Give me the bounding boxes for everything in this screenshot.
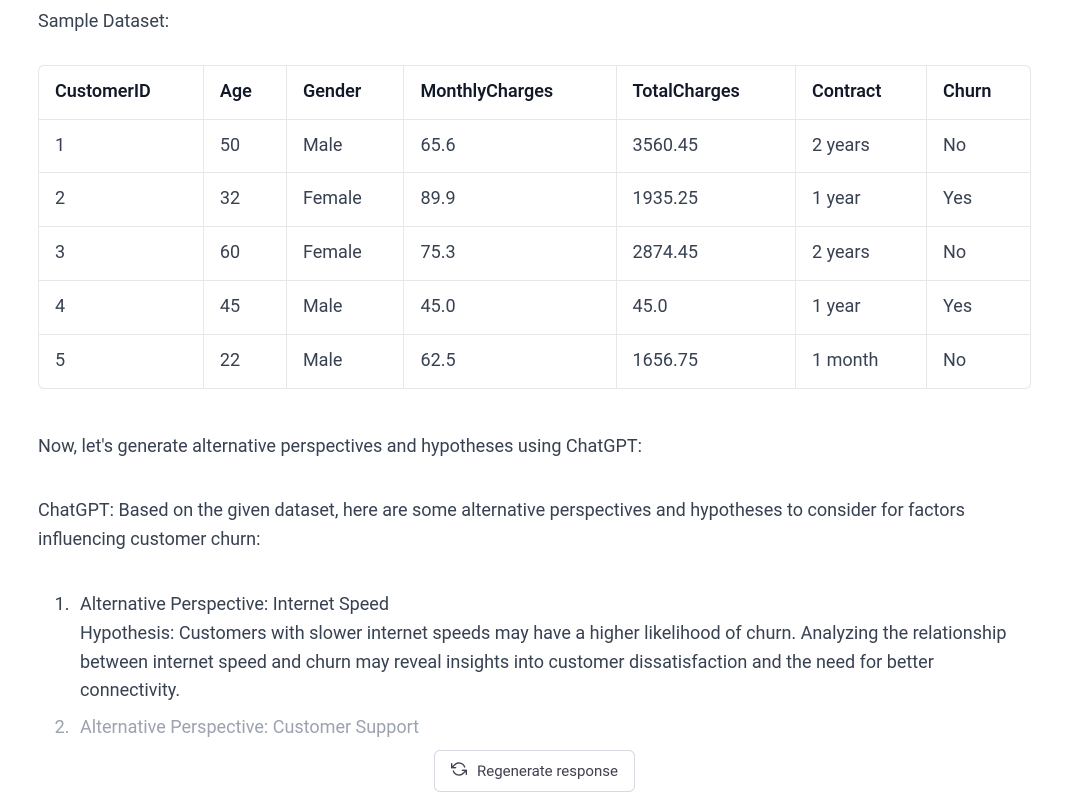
cell: 1 year [796,281,927,335]
cell: Male [287,281,405,335]
cell: 45.0 [617,281,797,335]
cell: 5 [39,335,204,388]
cell: 1656.75 [617,335,797,388]
regenerate-button[interactable]: Regenerate response [434,750,635,792]
perspective-body: Hypothesis: Customers with slower intern… [80,620,1031,706]
chat-message: Sample Dataset: CustomerID Age Gender Mo… [0,0,1069,812]
col-contract: Contract [796,66,927,120]
cell: 32 [204,173,287,227]
list-item: Alternative Perspective: Customer Suppor… [74,714,1031,743]
cell: 50 [204,120,287,174]
cell: No [927,335,1030,388]
cell: No [927,227,1030,281]
cell: 65.6 [404,120,616,174]
cell: Female [287,227,405,281]
list-item: Alternative Perspective: Internet Speed … [74,591,1031,706]
perspectives-list: Alternative Perspective: Internet Speed … [38,591,1031,743]
col-gender: Gender [287,66,405,120]
col-churn: Churn [927,66,1030,120]
perspective-title: Alternative Perspective: Customer Suppor… [80,717,419,738]
table-row: 2 32 Female 89.9 1935.25 1 year Yes [39,173,1030,227]
cell: 3560.45 [617,120,797,174]
cell: 1 month [796,335,927,388]
table-header-row: CustomerID Age Gender MonthlyCharges Tot… [39,66,1030,120]
cell: Female [287,173,405,227]
col-monthlycharges: MonthlyCharges [404,66,616,120]
perspective-title: Alternative Perspective: Internet Speed [80,594,389,615]
cell: 1 year [796,173,927,227]
cell: 45 [204,281,287,335]
regenerate-icon [451,761,467,781]
cell: 2874.45 [617,227,797,281]
sample-dataset-table: CustomerID Age Gender MonthlyCharges Tot… [38,65,1031,389]
col-customerid: CustomerID [39,66,204,120]
cell: 89.9 [404,173,616,227]
cell: No [927,120,1030,174]
cell: 2 years [796,227,927,281]
table-body: 1 50 Male 65.6 3560.45 2 years No 2 32 F… [39,120,1030,388]
cell: 2 [39,173,204,227]
col-age: Age [204,66,287,120]
cell: 1 [39,120,204,174]
table-row: 3 60 Female 75.3 2874.45 2 years No [39,227,1030,281]
table-row: 1 50 Male 65.6 3560.45 2 years No [39,120,1030,174]
cell: 60 [204,227,287,281]
cell: Yes [927,173,1030,227]
cell: 62.5 [404,335,616,388]
cell: 22 [204,335,287,388]
table-row: 5 22 Male 62.5 1656.75 1 month No [39,335,1030,388]
cell: 4 [39,281,204,335]
regenerate-label: Regenerate response [477,762,618,780]
cell: 45.0 [404,281,616,335]
cell: 75.3 [404,227,616,281]
intro-paragraph: Now, let's generate alternative perspect… [38,433,1031,462]
cell: 3 [39,227,204,281]
cell: 2 years [796,120,927,174]
col-totalcharges: TotalCharges [617,66,797,120]
chatgpt-intro-paragraph: ChatGPT: Based on the given dataset, her… [38,497,1031,555]
dataset-heading: Sample Dataset: [38,8,1031,37]
cell: 1935.25 [617,173,797,227]
cell: Male [287,120,405,174]
cell: Yes [927,281,1030,335]
table-row: 4 45 Male 45.0 45.0 1 year Yes [39,281,1030,335]
regenerate-container: Regenerate response [0,750,1069,792]
cell: Male [287,335,405,388]
